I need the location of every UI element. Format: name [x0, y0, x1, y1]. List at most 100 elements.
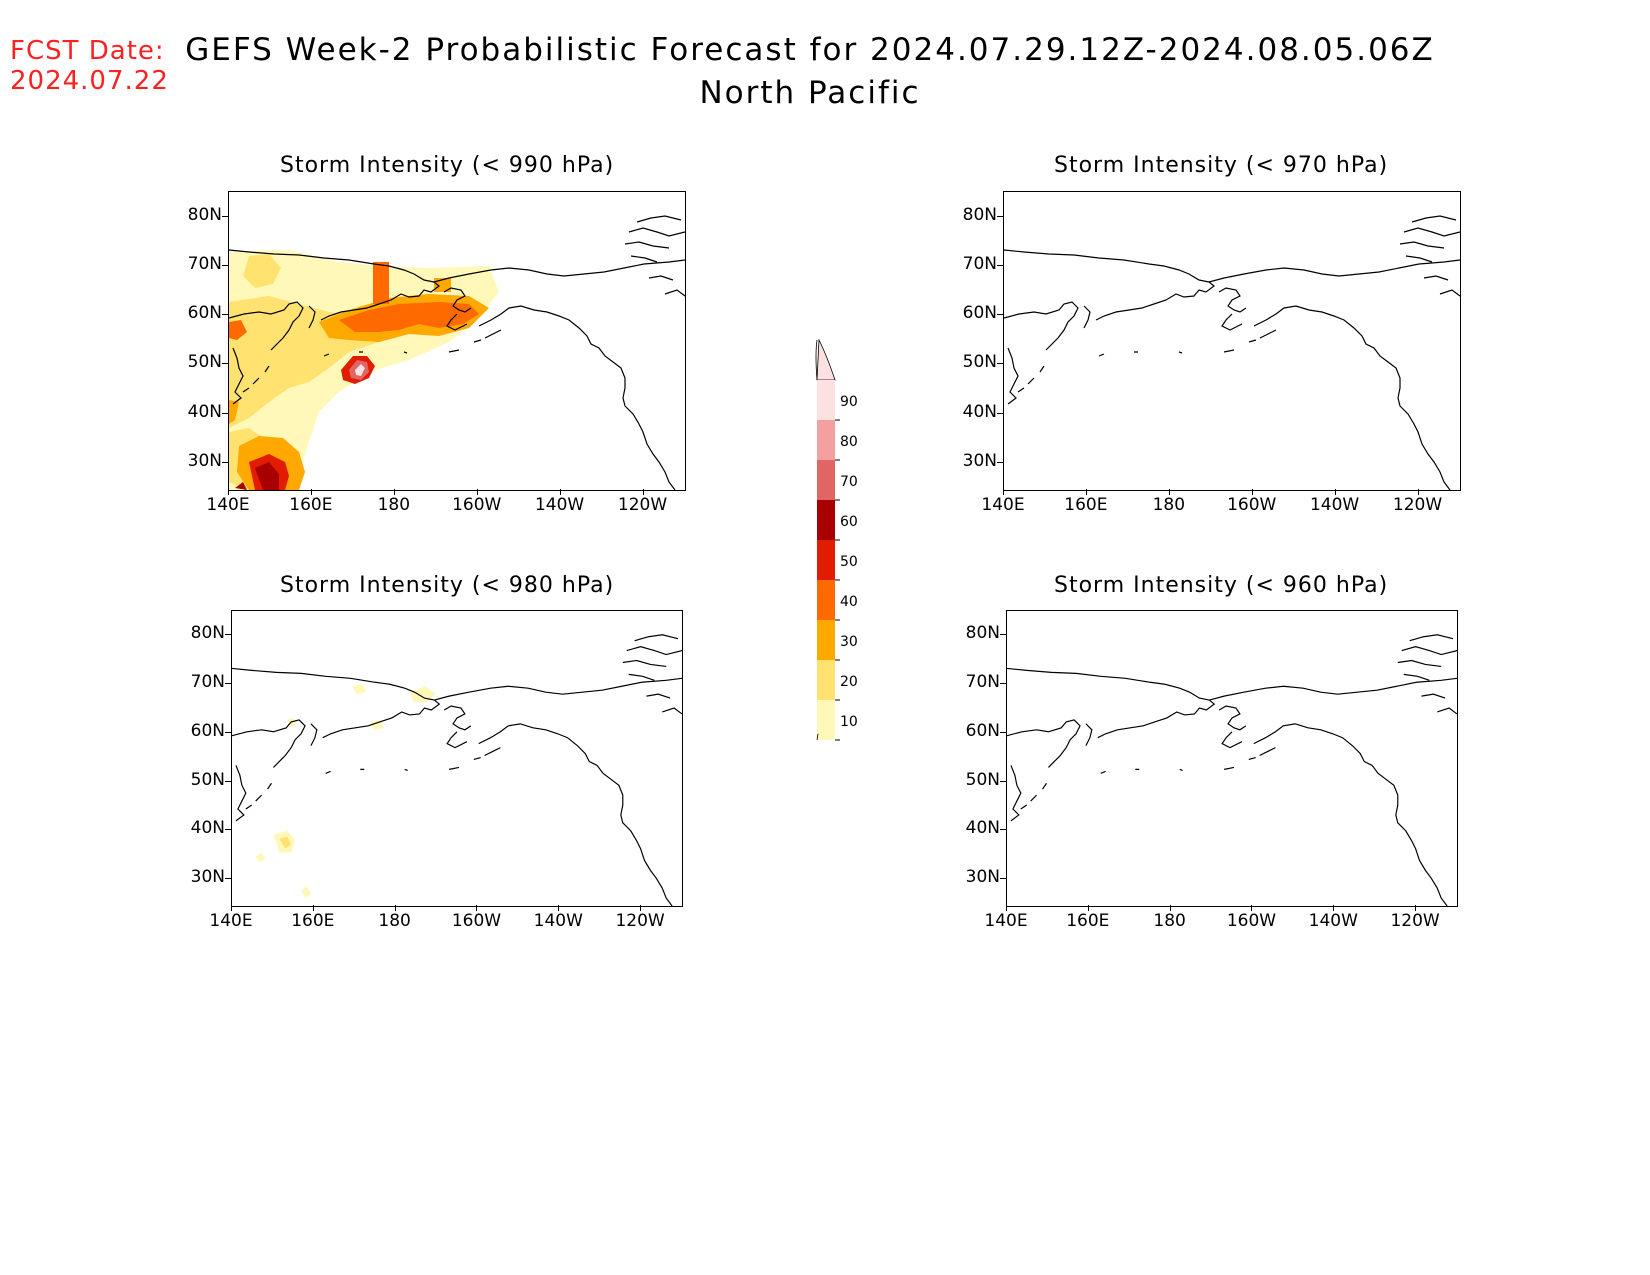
map-canvas	[232, 634, 682, 906]
lon-tick-label: 140E	[981, 495, 1025, 515]
probability-contour-40	[229, 320, 247, 340]
panel-title: Storm Intensity (< 980 hPa)	[280, 573, 615, 598]
lon-tick-label: 180	[1152, 495, 1186, 515]
lat-tick	[997, 461, 1003, 463]
panel-title: Storm Intensity (< 990 hPa)	[280, 153, 615, 178]
lat-tick-label: 50N	[187, 352, 222, 373]
colorbar-label: 30	[840, 634, 858, 650]
colorbar-swatch-40	[817, 580, 835, 620]
coastline-path	[1010, 765, 1022, 822]
coastline-path	[443, 705, 472, 731]
probability-contour-10	[287, 717, 298, 728]
colorbar-label: 10	[840, 714, 858, 730]
coastline-path	[1253, 723, 1448, 906]
lat-tick-label: 40N	[187, 401, 222, 422]
lon-tick	[1169, 905, 1171, 911]
coastline-path	[1098, 329, 1277, 357]
page-title: GEFS Week-2 Probabilistic Forecast for 2…	[185, 32, 1435, 68]
lon-tick-label: 160E	[289, 495, 333, 515]
coastline-path	[1397, 634, 1457, 715]
probability-contour-20	[279, 836, 292, 849]
coastline-path	[1221, 731, 1243, 749]
probability-contour-30	[229, 400, 239, 424]
colorbar-label: 60	[840, 514, 858, 530]
coastline-path	[478, 723, 673, 906]
colorbar-label: 40	[840, 594, 858, 610]
lon-tick	[228, 489, 229, 495]
lat-tick	[225, 780, 231, 782]
map-frame	[231, 610, 683, 907]
colorbar-swatch-50	[817, 540, 835, 580]
lon-tick-label: 180	[378, 911, 411, 931]
page-subtitle: North Pacific	[699, 75, 921, 111]
probability-contour-10	[409, 686, 436, 703]
colorbar-bottom-cap	[816, 733, 819, 741]
coastline-path	[433, 259, 685, 283]
lon-tick	[231, 905, 232, 911]
lon-tick	[1168, 489, 1170, 495]
coastline-path	[1221, 313, 1243, 331]
coastline-path	[1004, 301, 1079, 351]
coastline-path	[308, 305, 316, 329]
lon-tick-label: 140W	[1309, 495, 1360, 515]
coastline-path	[322, 699, 441, 739]
lat-tick	[225, 634, 231, 636]
colorbar-canvas	[815, 338, 840, 741]
lat-tick	[222, 215, 228, 217]
coastline-path	[1083, 305, 1091, 329]
colorbar-label: 70	[840, 474, 858, 490]
lat-tick-label: 60N	[962, 303, 997, 324]
lon-tick	[1417, 489, 1419, 495]
lat-tick-label: 70N	[190, 672, 225, 693]
lon-tick	[1333, 905, 1335, 911]
lat-tick-label: 60N	[190, 720, 225, 741]
lon-tick	[1251, 905, 1253, 911]
lon-tick	[1251, 489, 1253, 495]
coastline-path	[624, 215, 685, 297]
coastline-path	[1007, 347, 1019, 405]
lat-tick	[225, 731, 231, 733]
lon-tick	[558, 905, 560, 911]
colorbar-label: 80	[840, 434, 858, 450]
coastline-path	[1208, 259, 1460, 283]
lat-tick-label: 60N	[965, 720, 1000, 741]
coastline-path	[1007, 667, 1210, 701]
coastline-path	[1097, 699, 1216, 739]
lon-tick-label: 160W	[1227, 495, 1277, 515]
lon-tick-label: 160E	[291, 911, 335, 931]
lon-tick-label: 140W	[533, 911, 583, 931]
coastline-path	[323, 329, 502, 357]
lat-tick	[997, 264, 1003, 266]
lon-tick-label: 160W	[452, 495, 502, 515]
map-canvas	[1007, 634, 1457, 906]
lon-tick	[1006, 905, 1007, 911]
probability-contour-60	[255, 462, 279, 490]
coastline-path	[1218, 287, 1247, 313]
coastline-path	[229, 301, 304, 351]
coastline-path	[232, 667, 435, 701]
coastline-path	[1017, 365, 1045, 393]
lat-tick-label: 30N	[187, 450, 222, 471]
colorbar-top-cap	[816, 338, 836, 381]
lat-tick	[997, 363, 1003, 365]
lon-tick-label: 140W	[1308, 911, 1358, 931]
lon-tick	[642, 489, 644, 495]
lat-tick-label: 70N	[965, 672, 1000, 693]
lat-tick-label: 50N	[962, 352, 997, 373]
map-canvas	[1004, 215, 1460, 490]
colorbar-swatch-20	[817, 660, 835, 700]
probability-contour-40	[339, 302, 479, 332]
coastline-path	[320, 281, 440, 321]
lon-tick-label: 120W	[1392, 495, 1443, 515]
colorbar-edge	[815, 339, 818, 381]
lat-tick	[222, 461, 228, 463]
coastline-path	[1209, 677, 1457, 701]
lat-tick-label: 80N	[190, 623, 225, 644]
lat-tick	[222, 363, 228, 365]
lat-tick-label: 40N	[190, 818, 225, 839]
probability-contour-10	[370, 719, 384, 730]
lat-tick	[1000, 780, 1006, 782]
lat-tick-label: 80N	[187, 204, 222, 225]
lon-tick	[1003, 489, 1004, 495]
lat-tick-label: 30N	[962, 450, 997, 471]
